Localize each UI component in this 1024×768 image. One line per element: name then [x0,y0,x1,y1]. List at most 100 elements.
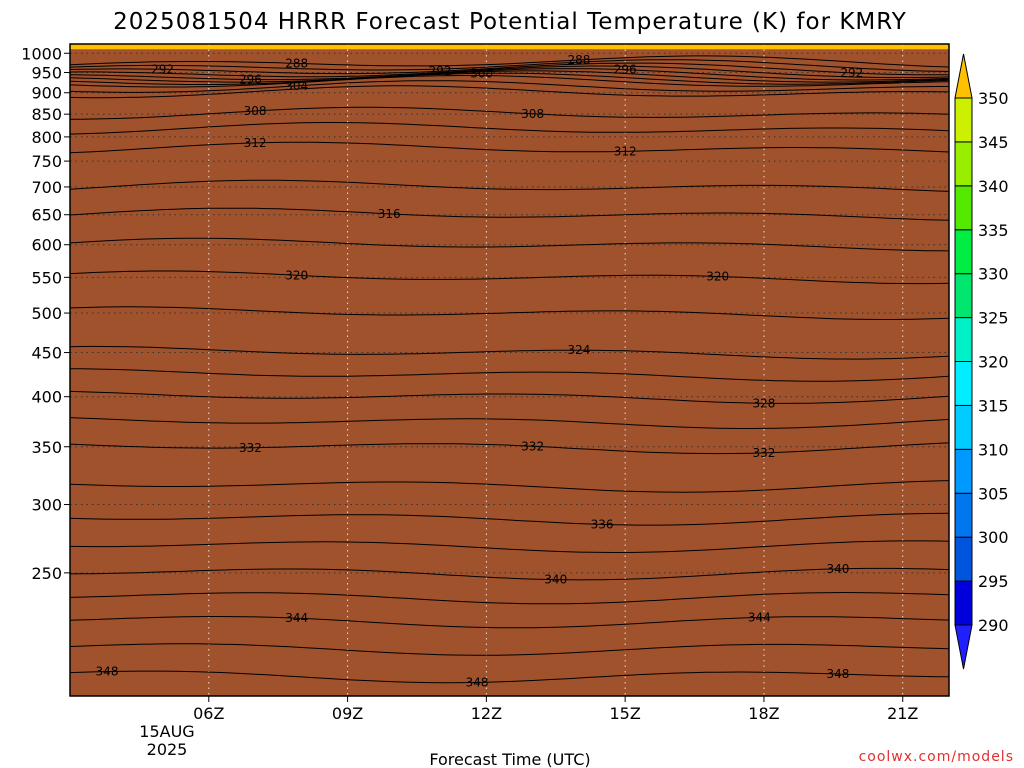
x-tick-label-18Z: 18Z [748,704,779,723]
contour-322 [69,306,950,320]
colorbar-label-290: 290 [978,616,1009,635]
contour-308 [69,106,950,120]
contour-340 [69,567,950,581]
colorbar-box-335 [954,185,973,231]
colorbar-box-315 [954,361,973,406]
contour-330 [69,417,950,429]
colorbar-label-315: 315 [978,396,1009,415]
colorbar-box-345 [954,97,973,143]
date-label-year: 2025 [147,740,188,759]
y-tick-label-850: 850 [31,105,62,124]
y-tick-label-650: 650 [31,206,62,225]
colorbar-box-340 [954,141,973,187]
contour-label-292: 292 [429,64,452,78]
colorbar-label-325: 325 [978,309,1009,328]
y-tick-label-400: 400 [31,388,62,407]
y-tick-label-250: 250 [31,564,62,583]
contour-316 [69,207,950,221]
x-tick-label-09Z: 09Z [332,704,363,723]
colorbar-label-300: 300 [978,528,1009,547]
contour-label-324: 324 [567,343,590,357]
date-label-day: 15AUG [139,722,194,741]
y-tick-label-1000: 1000 [21,44,62,63]
contour-label-312: 312 [614,144,637,158]
contour-332 [69,442,950,455]
contour-label-344: 344 [285,611,308,625]
contour-label-296: 296 [614,63,637,77]
x-tick-label-15Z: 15Z [609,704,640,723]
contour-label-320: 320 [706,269,729,283]
contour-320 [69,270,950,285]
y-tick-label-350: 350 [31,438,62,457]
contour-label-288: 288 [285,56,308,70]
colorbar-label-295: 295 [978,572,1009,591]
y-tick-label-450: 450 [31,344,62,363]
colorbar-label-345: 345 [978,133,1009,152]
contour-label-316: 316 [378,207,401,221]
contour-label-332: 332 [521,439,544,453]
colorbar: 290 295 300 305 310 315 320 325 330 335 340 345 350 [954,53,1009,670]
contour-label-296: 296 [239,72,262,86]
y-axis-ticks: 250 300 350 400 450 500 550 600 650 700 750 800 850 9… [21,44,70,583]
contour-344 [69,616,950,629]
contour-326 [69,368,950,382]
y-tick-label-800: 800 [31,128,62,147]
y-tick-label-750: 750 [31,152,62,171]
contour-label-348: 348 [96,665,119,679]
contour-label-304: 304 [285,79,308,93]
plot-frame [69,43,950,697]
contour-label-308: 308 [521,107,544,121]
colorbar-label-350: 350 [978,89,1009,108]
colorbar-box-330 [954,229,973,275]
y-tick-label-900: 900 [31,84,62,103]
colorbar-box-310 [954,404,973,450]
contour-288 [69,55,950,68]
contour-label-308: 308 [244,104,267,118]
contour-label-348: 348 [466,675,489,689]
contour-label-340: 340 [827,562,850,576]
y-tick-label-500: 500 [31,304,62,323]
grid-lines [70,44,949,696]
colorbar-label-340: 340 [978,177,1009,196]
contour-label-328: 328 [752,396,775,410]
colorbar-label-335: 335 [978,221,1009,240]
contour-336 [69,512,950,526]
colorbar-label-305: 305 [978,484,1009,503]
contour-312 [69,141,950,154]
source-credit: coolwx.com/models [859,749,1014,765]
x-tick-label-12Z: 12Z [471,704,502,723]
contour-298 [69,70,950,83]
contour-306 [69,85,950,99]
y-tick-label-550: 550 [31,268,62,287]
contour-label-312: 312 [244,136,267,150]
x-tick-label-21Z: 21Z [887,704,918,723]
y-tick-label-700: 700 [31,178,62,197]
contour-label-288: 288 [567,53,590,67]
contour-314 [69,179,950,192]
contour-300 [69,72,950,85]
contour-label-292: 292 [840,66,863,80]
contour-324 [69,345,950,360]
x-axis-ticks: 06Z 09Z 12Z 15Z 18Z 21Z [193,696,918,723]
colorbar-label-320: 320 [978,353,1009,372]
contour-302 [69,75,950,88]
colorbar-arrow-top [954,53,973,99]
contour-label-292: 292 [151,62,174,76]
contour-290 [69,59,950,72]
contour-348 [69,670,950,684]
contour-304 [69,80,949,93]
contour-labels: 348 348 348 344 344 340 340 336 332 332 332 328 324 3… [96,53,864,689]
contour-label-300: 300 [470,66,493,80]
contour-334 [69,480,950,493]
colorbar-box-295 [954,536,973,582]
colorbar-box-290 [954,580,973,626]
colorbar-label-330: 330 [978,265,1009,284]
contour-338 [69,540,950,553]
contour-label-332: 332 [752,446,775,460]
contour-label-348: 348 [827,667,850,681]
contour-label-344: 344 [748,610,771,624]
contour-310 [69,122,950,135]
colorbar-box-300 [954,492,973,538]
contour-342 [69,591,950,605]
